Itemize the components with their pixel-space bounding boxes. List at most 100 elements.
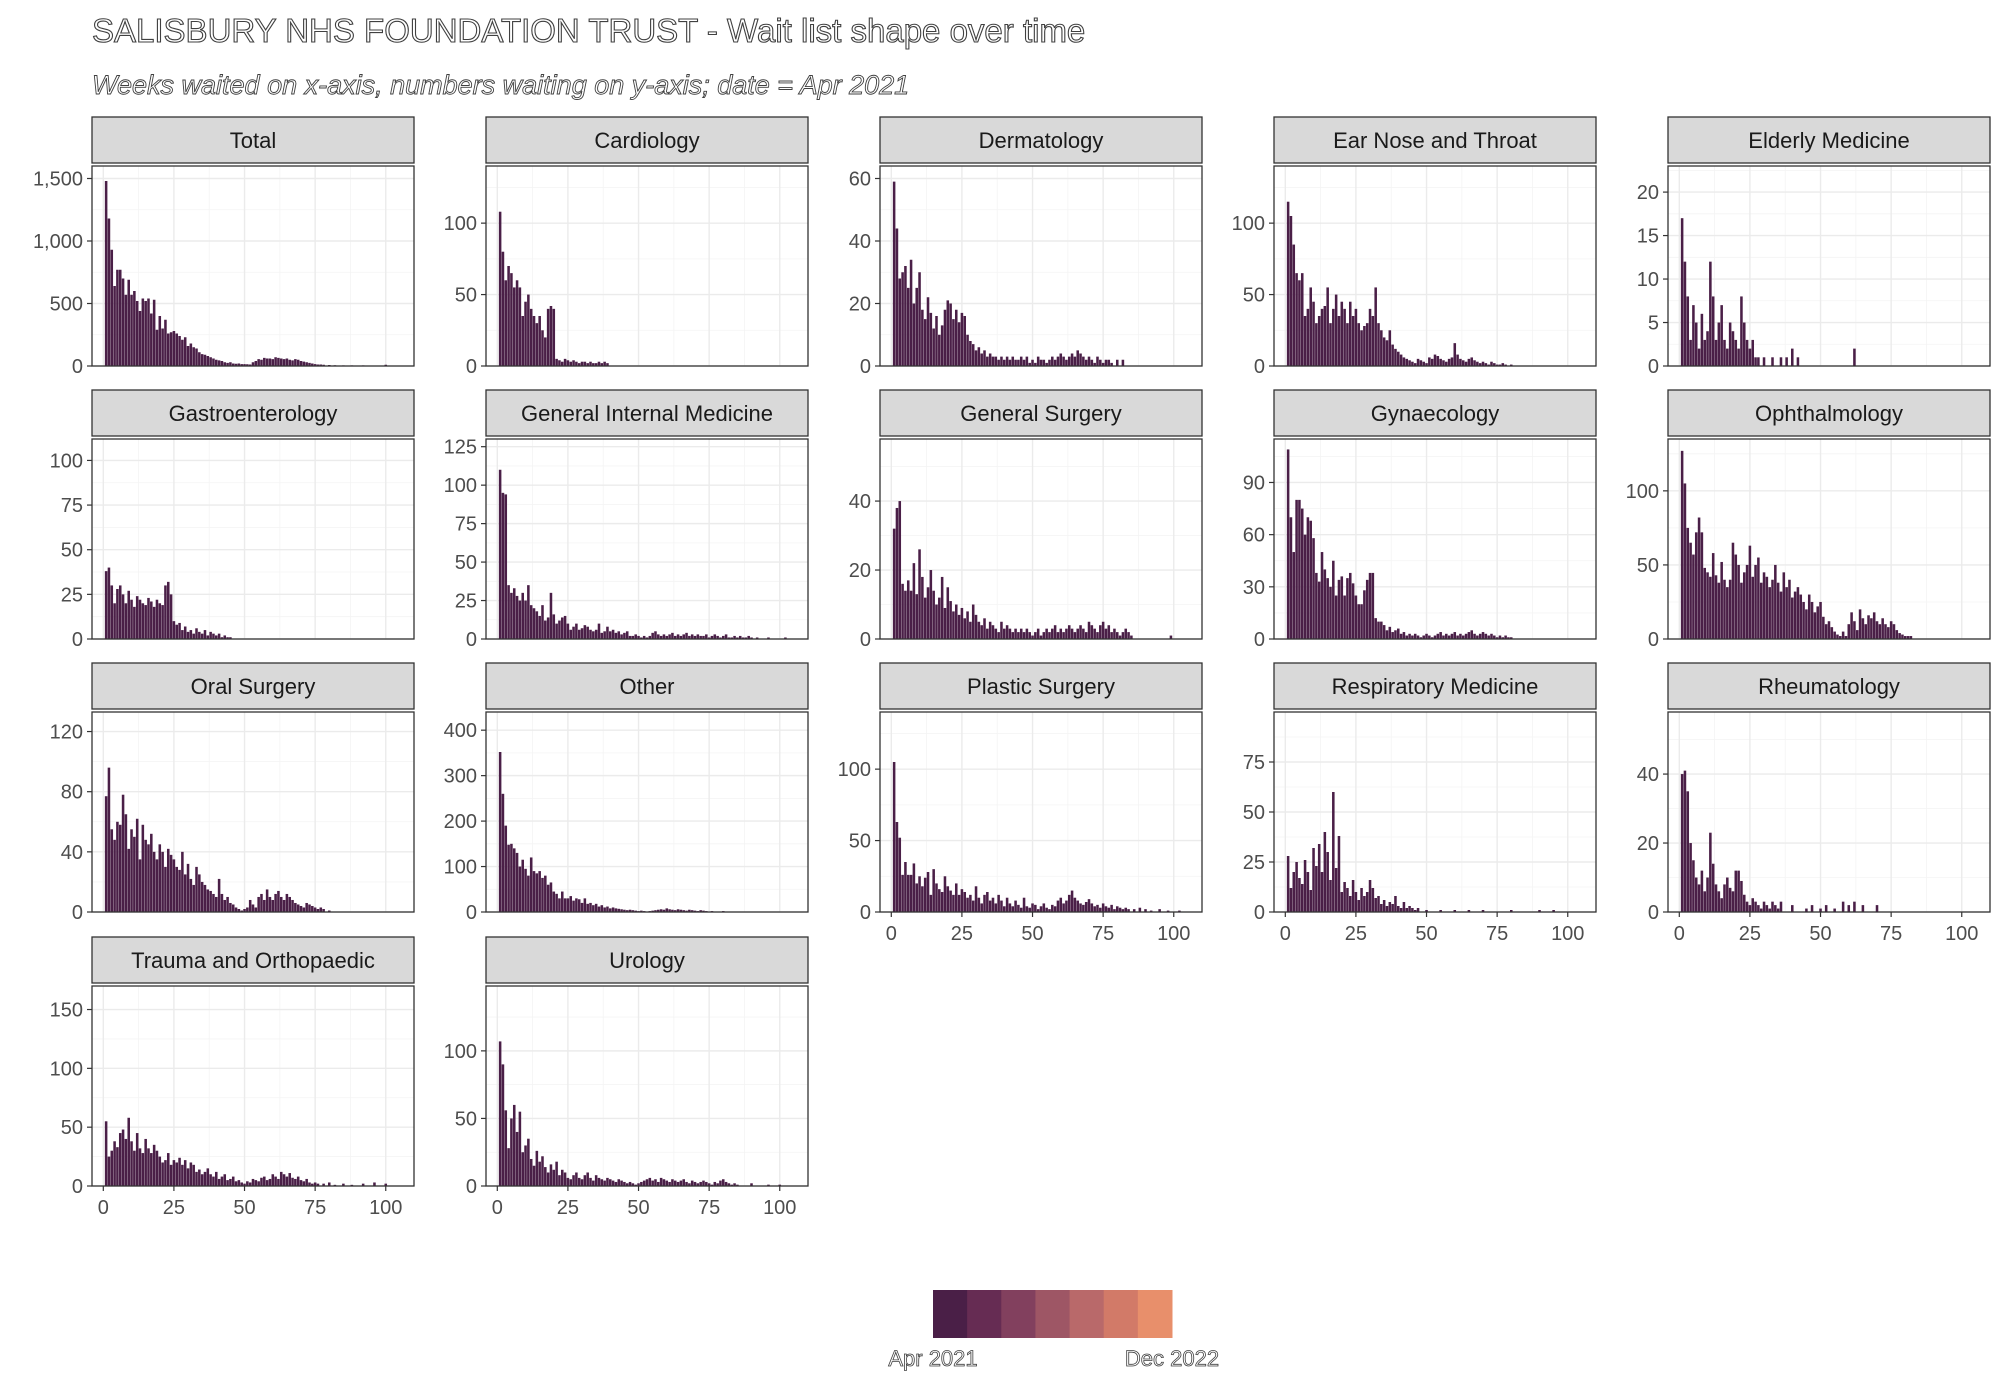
bar (688, 909, 691, 912)
x-tick-label: 50 (1415, 923, 1437, 945)
bar (504, 1110, 508, 1186)
bar (1124, 628, 1128, 639)
bar (135, 596, 139, 639)
bar (926, 587, 930, 639)
bar (918, 272, 921, 366)
y-tick-label: 100 (444, 857, 477, 879)
bar (651, 632, 654, 639)
facet-rheumatology: Rheumatology 0 20 40 0 25 50 75 100 (1637, 662, 1991, 945)
bar (946, 886, 950, 912)
panel-border (1667, 438, 1991, 640)
y-tick-label: 50 (1243, 285, 1265, 307)
bar (1346, 578, 1349, 639)
bar (923, 597, 927, 639)
facet-strip (1667, 116, 1991, 164)
bar (1048, 632, 1051, 639)
bar (1436, 356, 1440, 366)
bar (583, 898, 587, 912)
bar (1051, 628, 1054, 639)
bar (895, 822, 899, 912)
bar (688, 1183, 691, 1186)
bar (1490, 633, 1493, 639)
bar (659, 635, 663, 639)
x-tick-label: 0 (492, 1197, 503, 1219)
bar (538, 316, 541, 366)
bar (671, 632, 674, 639)
bar (938, 334, 941, 366)
facet-strip (485, 389, 809, 437)
bar (654, 631, 657, 639)
bar (1442, 635, 1445, 639)
bar (577, 363, 581, 366)
bar (1501, 637, 1505, 639)
bar (1042, 903, 1046, 912)
bar (1113, 628, 1116, 639)
bar (926, 872, 930, 912)
bar (1762, 901, 1766, 912)
bar (926, 297, 930, 366)
bar (778, 1184, 782, 1186)
bar (1430, 637, 1434, 639)
bar (702, 635, 705, 639)
bar (130, 829, 133, 912)
bar (200, 354, 204, 366)
bar (969, 341, 972, 366)
bar (164, 866, 167, 912)
bar (662, 634, 666, 639)
bar (974, 350, 978, 366)
y-tick-label: 100 (838, 759, 871, 781)
bar (541, 877, 544, 912)
bar (189, 343, 193, 366)
bar (507, 1148, 510, 1186)
bar (1127, 632, 1130, 639)
facet-strip (91, 662, 415, 710)
bar (1709, 576, 1712, 639)
panel-border (91, 985, 415, 1187)
bar (668, 634, 671, 639)
bar (1791, 905, 1794, 912)
bar (1329, 880, 1332, 912)
bar (147, 844, 150, 912)
bar (1476, 635, 1479, 639)
bar (1734, 870, 1738, 912)
bar (631, 635, 635, 639)
bar (183, 337, 187, 366)
y-tick-label: 0 (72, 629, 83, 651)
bar (980, 903, 983, 912)
bar (1051, 904, 1054, 912)
bar (1507, 637, 1510, 639)
bar (524, 1145, 527, 1186)
bar (1323, 306, 1327, 366)
bar (572, 360, 575, 366)
bar (566, 898, 570, 912)
bar (685, 632, 688, 639)
bar (693, 910, 697, 912)
bar (501, 251, 505, 366)
bar (954, 604, 958, 639)
bar (118, 269, 122, 366)
panel-border (879, 438, 1203, 640)
bar (203, 884, 207, 912)
bar (682, 1179, 685, 1186)
bar (640, 1181, 643, 1186)
bar (651, 910, 654, 912)
bar (1473, 633, 1476, 639)
bar (603, 907, 606, 912)
bar (251, 904, 255, 912)
bar (690, 910, 694, 912)
bar (1711, 296, 1715, 366)
bar (215, 359, 218, 366)
bar (963, 892, 967, 912)
bar (130, 599, 133, 639)
bar (178, 336, 181, 366)
bar (231, 904, 235, 912)
bar (906, 580, 910, 639)
bar (909, 590, 913, 639)
bar (1031, 359, 1034, 366)
bar (1003, 359, 1006, 366)
bar (628, 1181, 632, 1186)
bar (1070, 628, 1074, 639)
bar (1300, 273, 1304, 366)
bar (1011, 632, 1015, 639)
facet-title: Total (230, 128, 276, 153)
